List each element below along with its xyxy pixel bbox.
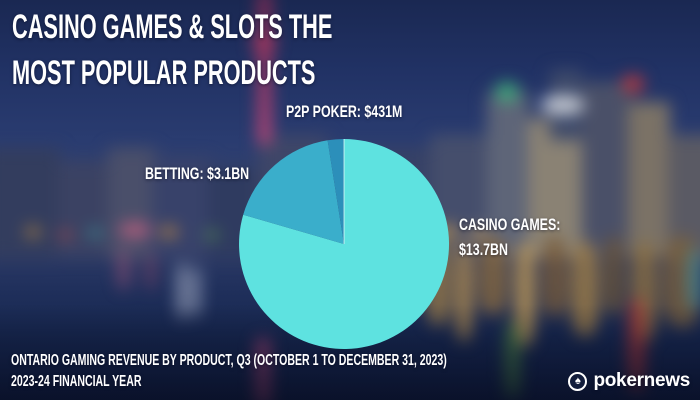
caption-line2: 2023-24 FINANCIAL YEAR (11, 373, 142, 390)
pokernews-wordmark: pokernews (593, 370, 690, 391)
label-p2p-poker: P2P POKER: $431M (286, 99, 445, 124)
title-line2: MOST POPULAR PRODUCTS (12, 54, 316, 92)
spade-icon: ♠ (568, 371, 588, 391)
label-casino-line2: $13.7BN (459, 240, 508, 259)
page-title: CASINO GAMES & SLOTS THE MOST POPULAR PR… (12, 4, 513, 96)
label-casino-games: CASINO GAMES: $13.7BN (459, 212, 598, 262)
label-casino-line1: CASINO GAMES: (459, 215, 561, 234)
label-betting: BETTING: $3.1BN (145, 161, 288, 186)
pokernews-logo: ♠ pokernews (568, 370, 690, 392)
caption-line1: ONTARIO GAMING REVENUE BY PRODUCT, Q3 (O… (11, 352, 447, 369)
label-betting-text: BETTING: $3.1BN (145, 164, 250, 183)
title-line1: CASINO GAMES & SLOTS THE (12, 8, 333, 46)
label-p2p-poker-text: P2P POKER: $431M (286, 102, 403, 121)
